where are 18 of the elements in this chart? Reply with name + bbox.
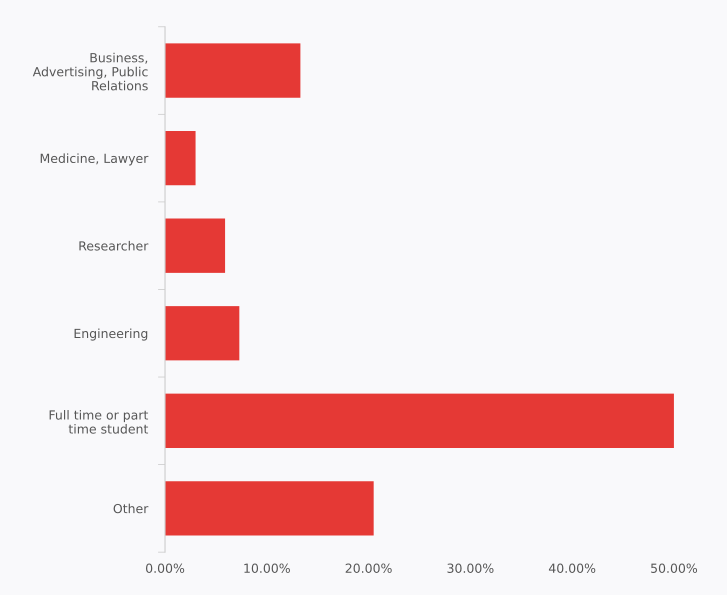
bar	[165, 218, 226, 273]
x-tick-label: 30.00%	[447, 563, 494, 573]
x-tick-label: 10.00%	[244, 563, 290, 573]
x-tick-label: 40.00%	[548, 563, 596, 573]
bar	[165, 306, 240, 360]
x-tick-label: 50.00%	[651, 563, 698, 573]
y-tick-label: Researcher	[79, 240, 148, 251]
x-tick-label: 0.00%	[146, 563, 184, 573]
y-tick-label: Medicine, Lawyer	[40, 153, 148, 166]
bar	[165, 481, 374, 536]
x-tick-label: 20.00%	[346, 563, 392, 573]
y-tick-label: Other	[114, 504, 148, 514]
y-tick-label: Business, Advertising, Public Relations	[32, 52, 148, 90]
y-tick-label: Full time or part time student	[50, 410, 148, 434]
bar	[165, 394, 674, 448]
bar	[165, 130, 196, 186]
y-tick-label: Engineering	[74, 328, 148, 341]
bar	[165, 43, 300, 98]
